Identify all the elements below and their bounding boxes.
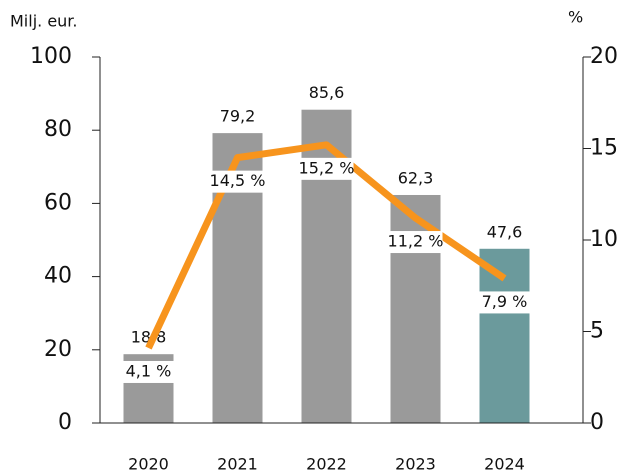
y2-tick-label: 5 [590, 319, 604, 344]
bar-value-label: 47,6 [487, 222, 523, 241]
line-value-label: 15,2 % [299, 158, 355, 177]
line-value-label: 11,2 % [388, 232, 444, 251]
line-label-box [299, 157, 354, 180]
x-tick-label: 2023 [395, 455, 436, 474]
bar-value-label: 85,6 [309, 83, 345, 102]
y-tick-label: 60 [44, 190, 72, 215]
y-tick-label: 100 [30, 44, 72, 69]
line-value-label: 7,9 % [482, 292, 528, 311]
bar-value-label: 62,3 [398, 168, 434, 187]
x-tick-label: 2020 [128, 455, 169, 474]
y2-tick-label: 15 [590, 136, 618, 161]
y-axis-title: Milj. eur. [10, 12, 78, 31]
y2-tick-label: 0 [590, 410, 604, 435]
line-value-label: 14,5 % [210, 171, 266, 190]
line-label-box [477, 291, 532, 314]
y-tick-label: 40 [44, 264, 72, 289]
line-value-label: 4,1 % [126, 361, 172, 380]
x-tick-label: 2022 [306, 455, 347, 474]
x-tick-label: 2021 [217, 455, 258, 474]
y2-axis-title: % [568, 8, 583, 27]
y2-tick-label: 10 [590, 227, 618, 252]
y2-tick-label: 20 [590, 44, 618, 69]
line [145, 141, 507, 350]
y-tick-label: 20 [44, 337, 72, 362]
y-tick-label: 80 [44, 117, 72, 142]
line-label-box [210, 170, 265, 193]
bar-value-label: 79,2 [220, 107, 256, 126]
line-label-box [388, 231, 443, 254]
y-tick-label: 0 [58, 410, 72, 435]
line-label-box [121, 360, 176, 383]
x-tick-label: 2024 [484, 455, 525, 474]
